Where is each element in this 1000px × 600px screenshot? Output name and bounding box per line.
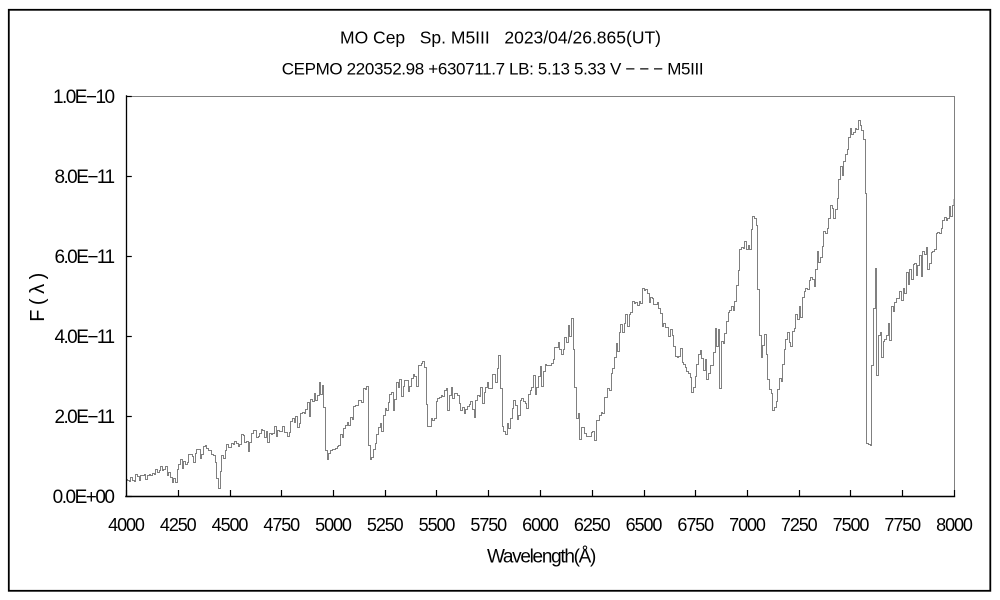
- svg-text:8.0E−11: 8.0E−11: [54, 167, 114, 188]
- svg-text:5500: 5500: [419, 515, 456, 535]
- svg-text:6250: 6250: [574, 515, 611, 535]
- svg-text:5250: 5250: [367, 515, 404, 535]
- svg-text:8000: 8000: [936, 515, 973, 535]
- svg-text:4250: 4250: [160, 515, 197, 535]
- svg-text:4.0E−11: 4.0E−11: [54, 327, 114, 348]
- svg-text:2.0E−11: 2.0E−11: [54, 407, 114, 428]
- svg-text:6500: 6500: [626, 515, 663, 535]
- svg-text:4750: 4750: [263, 515, 300, 535]
- svg-text:MO Cep Sp. M5III 2023/04/2: MO Cep Sp. M5III 2023/04/26.865(UT): [340, 28, 661, 48]
- svg-text:6000: 6000: [522, 515, 559, 535]
- svg-text:7000: 7000: [729, 515, 766, 535]
- svg-text:7750: 7750: [884, 515, 921, 535]
- svg-text:4500: 4500: [212, 515, 249, 535]
- svg-text:6.0E−11: 6.0E−11: [54, 247, 114, 268]
- svg-text:5000: 5000: [315, 515, 352, 535]
- svg-text:7500: 7500: [833, 515, 870, 535]
- svg-text:Wavelength(Å): Wavelength(Å): [487, 547, 596, 568]
- svg-text:5750: 5750: [470, 515, 507, 535]
- svg-text:CEPMO 220352.98 +630711.7 LB:: CEPMO 220352.98 +630711.7 LB: 5.13 5.33 …: [282, 60, 704, 79]
- svg-text:7250: 7250: [781, 515, 818, 535]
- svg-text:F(λ): F(λ): [27, 268, 49, 322]
- svg-text:0.0E+00: 0.0E+00: [53, 487, 115, 508]
- svg-text:6750: 6750: [677, 515, 714, 535]
- svg-text:4000: 4000: [108, 515, 145, 535]
- svg-text:1.0E−10: 1.0E−10: [53, 87, 114, 108]
